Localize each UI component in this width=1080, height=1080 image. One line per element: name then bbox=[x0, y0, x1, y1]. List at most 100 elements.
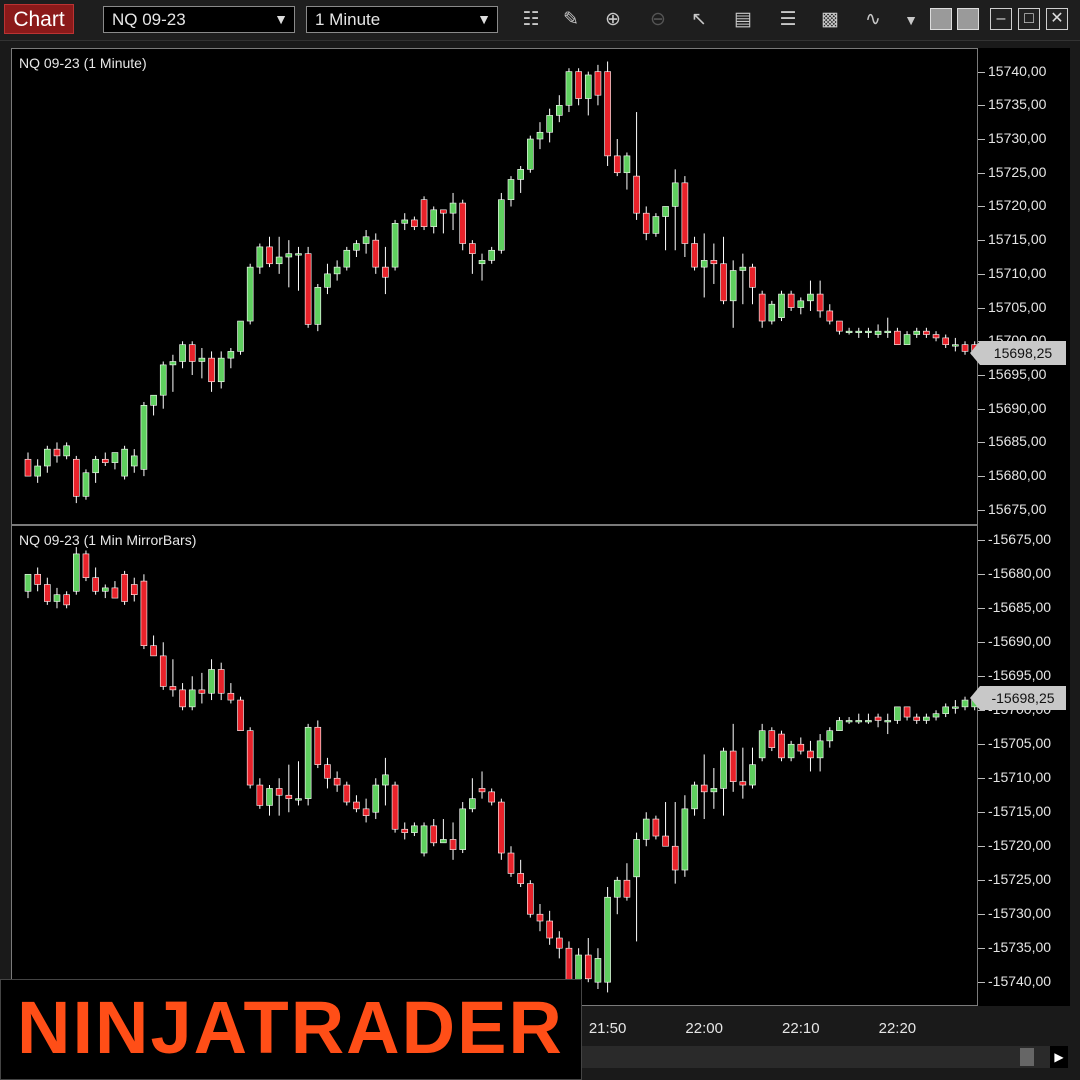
axis-tick-label: 15695,00 bbox=[988, 365, 1047, 382]
price-panel-top[interactable]: NQ 09-23 (1 Minute) bbox=[11, 48, 978, 525]
properties-icon[interactable]: ☰ bbox=[779, 9, 797, 30]
candle-body bbox=[594, 71, 602, 96]
candle-body bbox=[130, 584, 138, 595]
candle-body bbox=[362, 236, 370, 244]
dropdown-icon[interactable]: ▼ bbox=[904, 12, 918, 28]
horizontal-scrollbar[interactable]: ▶ bbox=[580, 1046, 1068, 1068]
tile-icon[interactable] bbox=[957, 8, 979, 30]
scroll-thumb[interactable] bbox=[1020, 1048, 1034, 1066]
axis-tick-label: 15735,00 bbox=[988, 96, 1047, 113]
axis-tick-label: 15685,00 bbox=[988, 433, 1047, 450]
candle-body bbox=[237, 320, 244, 352]
time-tick-label: 22:10 bbox=[782, 1020, 820, 1037]
axis-tick-label: 15740,00 bbox=[988, 62, 1047, 79]
candle-body bbox=[382, 774, 389, 786]
candle-body bbox=[952, 706, 959, 709]
price-axis-bottom[interactable]: -15675,00 -15680,00 -15685,00 -15690,00 -156… bbox=[978, 525, 1070, 1006]
axis-tick-label: 15725,00 bbox=[988, 163, 1047, 180]
candle-body bbox=[150, 394, 157, 406]
candle-body bbox=[942, 706, 950, 714]
candle-body bbox=[855, 720, 863, 723]
candle-body bbox=[73, 553, 80, 592]
candle-body bbox=[739, 266, 747, 271]
axis-tick bbox=[978, 408, 985, 410]
candle-body bbox=[237, 699, 244, 731]
candle-body bbox=[256, 784, 264, 806]
candle-body bbox=[652, 216, 660, 234]
candle-body bbox=[208, 669, 215, 694]
candle-body bbox=[961, 699, 969, 708]
candle-body bbox=[884, 330, 892, 333]
candle-body bbox=[527, 138, 534, 170]
axis-tick-label: 15690,00 bbox=[988, 399, 1047, 416]
time-tick-label: 21:50 bbox=[588, 1020, 627, 1037]
candle-body bbox=[53, 448, 61, 457]
strategies-icon[interactable]: ∿ bbox=[865, 9, 881, 30]
candle-body bbox=[440, 839, 447, 844]
candle-body bbox=[894, 706, 901, 721]
candle-body bbox=[208, 357, 215, 383]
candle-body bbox=[894, 330, 901, 345]
maximize-icon[interactable]: □ bbox=[1018, 8, 1040, 30]
axis-tick bbox=[978, 642, 985, 644]
candle-body bbox=[275, 256, 283, 265]
candle-body bbox=[575, 71, 582, 99]
candle-body bbox=[391, 784, 399, 830]
interval-selector[interactable]: 1 Minute ▼ bbox=[306, 6, 498, 33]
chart-tab[interactable]: Chart bbox=[4, 4, 74, 34]
candle-body bbox=[73, 458, 80, 497]
candle-body bbox=[246, 266, 254, 322]
scroll-right-icon[interactable]: ▶ bbox=[1050, 1046, 1068, 1068]
pencil-icon[interactable]: ✎ bbox=[563, 9, 579, 30]
candle-body bbox=[903, 706, 911, 718]
axis-tick bbox=[978, 374, 985, 376]
axis-tick-label: 15680,00 bbox=[988, 467, 1047, 484]
time-axis[interactable]: 21:50 22:00 22:10 22:20 bbox=[11, 1006, 978, 1046]
price-axis-top[interactable]: 15740,00 15735,00 15730,00 15725,00 15720,00… bbox=[978, 48, 1070, 525]
axis-tick bbox=[978, 307, 985, 309]
candle-body bbox=[884, 720, 892, 723]
indicators-icon[interactable]: ▩ bbox=[821, 9, 839, 30]
close-icon[interactable]: ✕ bbox=[1046, 8, 1068, 30]
zoom-in-icon[interactable]: ⊕ bbox=[605, 9, 621, 30]
pointer-icon[interactable]: ↖ bbox=[691, 9, 707, 30]
interval-value: 1 Minute bbox=[315, 10, 381, 29]
candle-body bbox=[295, 798, 302, 801]
candle-body bbox=[285, 794, 293, 799]
candle-body bbox=[140, 405, 148, 470]
instrument-selector[interactable]: NQ 09-23 ▼ bbox=[103, 6, 295, 33]
candle-body bbox=[53, 594, 61, 602]
axis-tick-label: -15675,00 bbox=[988, 531, 1052, 548]
candle-body bbox=[82, 472, 90, 497]
candle-body bbox=[101, 458, 109, 463]
zoom-out-icon[interactable]: ⊖ bbox=[650, 9, 666, 30]
candle-body bbox=[82, 553, 90, 578]
candle-body bbox=[816, 740, 824, 759]
candle-body bbox=[662, 206, 669, 217]
candle-body bbox=[304, 726, 312, 799]
candle-body bbox=[855, 330, 863, 333]
candle-body bbox=[613, 879, 621, 898]
candle-body bbox=[420, 825, 428, 854]
candle-body bbox=[826, 310, 834, 322]
axis-tick-label: -15730,00 bbox=[988, 905, 1052, 922]
candle-body bbox=[391, 222, 399, 268]
axis-tick-label: 15705,00 bbox=[988, 298, 1047, 315]
price-panel-bottom[interactable]: NQ 09-23 (1 Min MirrorBars) bbox=[11, 525, 978, 1006]
candle-body bbox=[440, 209, 447, 214]
bar-type-icon[interactable]: ☷ bbox=[522, 9, 540, 30]
candle-body bbox=[24, 573, 32, 592]
axis-tick-label: 15720,00 bbox=[988, 197, 1047, 214]
axis-tick-label: 15675,00 bbox=[988, 500, 1047, 517]
candle-body bbox=[324, 764, 331, 779]
minimize-icon[interactable]: – bbox=[990, 8, 1012, 30]
candle-body bbox=[44, 584, 51, 602]
candle-body bbox=[642, 212, 650, 234]
data-box-icon[interactable]: ▤ bbox=[734, 9, 752, 30]
candle-body bbox=[227, 351, 235, 359]
candle-body bbox=[217, 669, 225, 694]
tile-icon[interactable] bbox=[930, 8, 952, 30]
candle-body bbox=[758, 730, 766, 759]
axis-tick bbox=[978, 812, 985, 814]
axis-tick bbox=[978, 509, 985, 511]
